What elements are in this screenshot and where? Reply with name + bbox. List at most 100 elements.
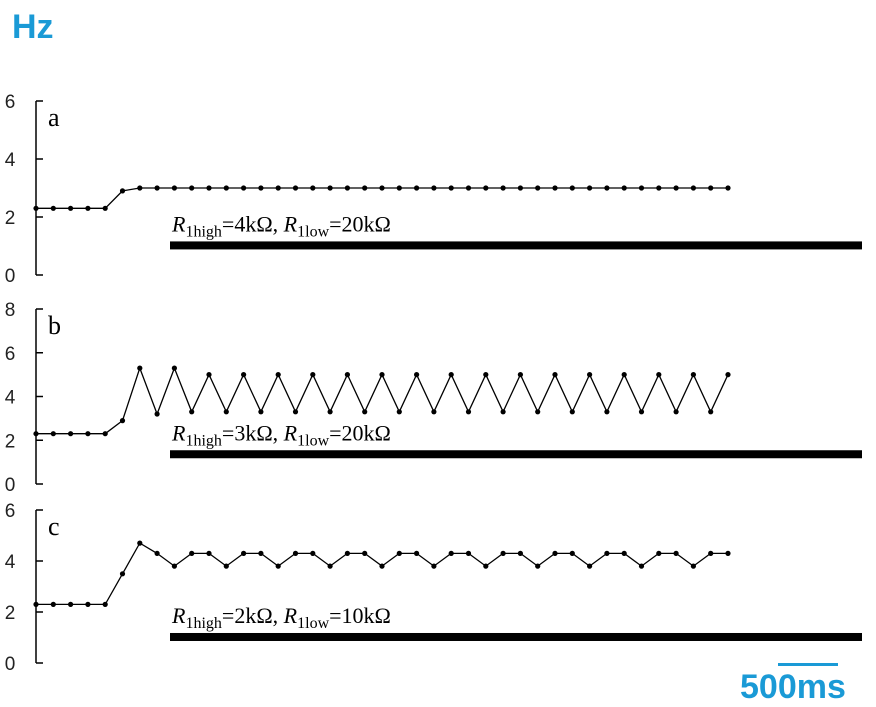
data-point <box>431 185 437 191</box>
data-point <box>137 365 143 371</box>
data-point <box>327 185 333 191</box>
data-point <box>673 409 679 415</box>
panel-a: 0 2 4 6 a R1high=4kΩ, R1low=20kΩ <box>5 92 862 287</box>
data-point <box>535 563 541 569</box>
data-point <box>535 185 541 191</box>
data-point <box>85 601 91 608</box>
y-tick-label: 2 <box>5 208 16 229</box>
data-point <box>137 540 143 546</box>
data-point <box>379 372 385 378</box>
data-point <box>241 550 247 557</box>
time-scale-bar <box>778 663 838 666</box>
data-point <box>310 550 316 557</box>
data-point <box>569 550 575 557</box>
data-point <box>258 185 264 191</box>
data-point <box>448 550 454 557</box>
y-tick-label: 6 <box>5 344 16 365</box>
data-point <box>483 185 489 191</box>
data-point <box>448 185 454 191</box>
data-point <box>414 372 420 378</box>
data-point <box>119 188 126 194</box>
panel-letter: a <box>48 103 60 132</box>
data-point <box>85 205 91 211</box>
stimulus-bar <box>170 241 862 250</box>
data-point <box>223 563 229 569</box>
y-tick-label: 6 <box>5 501 16 522</box>
time-scale-label: 500ms <box>740 668 846 706</box>
data-point <box>189 185 195 191</box>
data-point <box>396 185 402 191</box>
data-point <box>500 185 506 191</box>
data-point <box>102 431 108 437</box>
data-point <box>344 372 350 378</box>
data-point <box>690 563 697 569</box>
data-point <box>621 185 627 191</box>
data-point <box>673 185 679 191</box>
y-tick-label: 0 <box>5 654 16 675</box>
data-point <box>68 601 74 608</box>
data-point <box>414 185 420 191</box>
data-point <box>275 372 281 378</box>
data-point <box>638 409 645 415</box>
data-point <box>102 601 108 608</box>
data-point <box>85 431 91 437</box>
y-tick-label: 4 <box>5 150 16 171</box>
series-line <box>36 187 728 209</box>
y-tick-label: 4 <box>5 552 16 573</box>
data-point <box>500 409 506 415</box>
data-point <box>431 563 437 569</box>
data-point <box>725 185 731 191</box>
data-point <box>241 185 247 191</box>
data-point <box>483 372 489 378</box>
data-point <box>621 550 627 557</box>
data-point <box>414 550 420 557</box>
data-point <box>725 550 731 557</box>
data-point <box>154 185 160 191</box>
data-point <box>223 185 229 191</box>
data-point <box>275 563 281 569</box>
stimulus-bar <box>170 450 862 459</box>
data-point <box>258 409 264 415</box>
data-point <box>344 550 350 557</box>
data-point <box>656 550 662 557</box>
data-point <box>171 563 177 569</box>
data-point <box>500 550 506 557</box>
data-point <box>483 563 489 569</box>
data-point <box>275 185 281 191</box>
data-point <box>33 205 39 211</box>
data-point <box>569 409 575 415</box>
data-point <box>33 601 39 608</box>
data-point <box>327 409 333 415</box>
data-point <box>379 563 385 569</box>
y-tick-label: 2 <box>5 603 16 624</box>
data-point <box>50 601 56 608</box>
data-point <box>725 372 731 378</box>
data-point <box>154 550 160 557</box>
data-point <box>154 411 160 417</box>
data-point <box>465 409 472 415</box>
data-point <box>569 185 575 191</box>
y-tick-label: 2 <box>5 431 16 452</box>
y-tick-label: 0 <box>5 266 16 287</box>
data-point <box>102 205 108 211</box>
data-point <box>708 185 714 191</box>
data-point <box>189 409 195 415</box>
data-point <box>517 372 524 378</box>
data-point <box>587 372 593 378</box>
data-point <box>292 550 299 557</box>
data-point <box>465 550 472 557</box>
panel-letter: b <box>48 311 61 340</box>
data-point <box>68 205 74 211</box>
data-point <box>310 372 316 378</box>
y-tick-label: 0 <box>5 475 16 496</box>
data-point <box>171 185 177 191</box>
data-point <box>604 409 610 415</box>
data-point <box>137 185 143 191</box>
data-point <box>656 372 662 378</box>
y-unit-label: Hz <box>12 8 54 46</box>
data-point <box>431 409 437 415</box>
data-point <box>292 185 299 191</box>
data-point <box>690 185 697 191</box>
data-point <box>119 418 126 424</box>
